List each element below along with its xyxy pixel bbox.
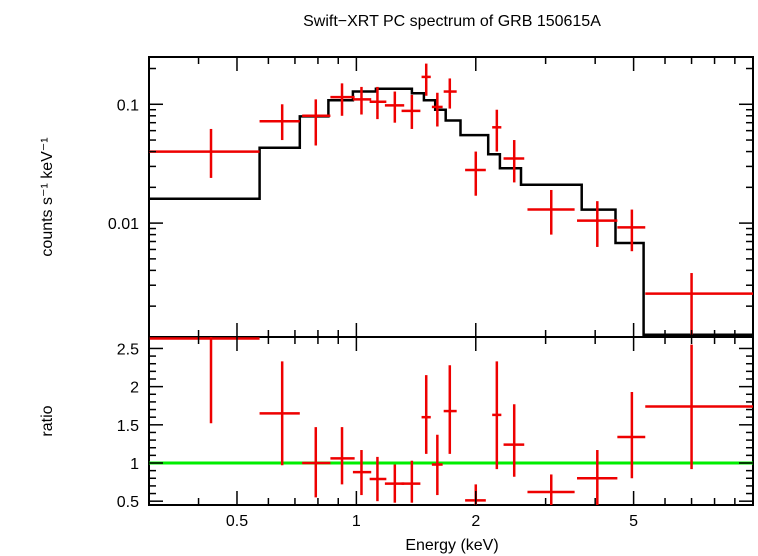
ratio-y-axis-label: ratio — [39, 405, 56, 436]
spectrum-point-15 — [577, 201, 618, 247]
ratio-point-13 — [503, 404, 525, 477]
spectrum-point-7 — [401, 94, 421, 129]
ratio-point-2 — [302, 427, 331, 498]
chart-title: Swift−XRT PC spectrum of GRB 150615A — [303, 13, 601, 30]
ratio-point-10 — [443, 365, 457, 454]
spectrum-point-4 — [352, 86, 372, 115]
ratio-point-17 — [645, 344, 753, 470]
spectrum-point-2 — [302, 99, 331, 146]
spectrum-point-9 — [431, 92, 443, 127]
spectrum-y-tick-label: 0.01 — [108, 216, 139, 233]
ratio-data-points — [149, 337, 753, 505]
x-tick-label: 5 — [629, 513, 638, 530]
model-step-curve — [149, 87, 753, 336]
spectrum-point-11 — [465, 151, 486, 196]
x-tick-label: 0.5 — [226, 513, 248, 530]
x-axis-label: Energy (keV) — [405, 537, 498, 554]
spectrum-point-5 — [369, 86, 387, 120]
ratio-point-12 — [492, 361, 502, 470]
ratio-point-16 — [617, 391, 646, 479]
ratio-point-0 — [149, 337, 260, 424]
ratio-y-tick-label: 1 — [130, 456, 139, 473]
spectrum-y-tick-label: 0.1 — [117, 97, 139, 114]
ratio-point-9 — [431, 434, 443, 496]
spectrum-point-6 — [384, 91, 405, 123]
x-tick-label: 2 — [471, 513, 480, 530]
spectrum-point-3 — [330, 83, 355, 116]
spectrum-point-14 — [527, 189, 575, 235]
x-tick-label: 1 — [352, 513, 361, 530]
spectrum-point-13 — [503, 140, 525, 183]
ratio-point-5 — [369, 456, 387, 502]
ratio-panel: 0.5 1 2 5 0.5 1 1.5 2 2.5 ratio Energy (keV) — [39, 336, 754, 554]
ratio-y-tick-label: 0.5 — [117, 494, 139, 511]
spectrum-panel: 0.1 0.01 counts s⁻¹ keV⁻¹ — [39, 56, 754, 338]
ratio-point-6 — [384, 464, 405, 503]
ratio-y-tick-label: 2.5 — [117, 341, 139, 358]
spectrum-point-1 — [259, 104, 300, 141]
ratio-point-14 — [527, 474, 575, 505]
spectrum-point-16 — [617, 209, 646, 252]
ratio-point-4 — [352, 450, 372, 496]
ratio-y-tick-label: 2 — [130, 380, 139, 397]
spectrum-point-10 — [443, 78, 457, 109]
model-step-path — [149, 87, 753, 336]
spectrum-data-points — [149, 63, 753, 335]
ratio-axis-ticks: 0.5 1 2 5 0.5 1 1.5 2 2.5 — [117, 337, 753, 530]
spectrum-point-12 — [492, 109, 502, 152]
spectrum-y-axis-label: counts s⁻¹ keV⁻¹ — [39, 137, 56, 256]
ratio-point-7 — [401, 460, 421, 503]
ratio-point-15 — [577, 450, 618, 505]
spectrum-axis-ticks: 0.1 0.01 — [108, 57, 753, 337]
ratio-y-tick-label: 1.5 — [117, 418, 139, 435]
ratio-panel-frame — [148, 336, 754, 506]
spectrum-point-17 — [645, 273, 753, 335]
spectrum-point-8 — [421, 63, 431, 96]
spectrum-point-0 — [149, 128, 260, 178]
ratio-point-1 — [259, 361, 300, 466]
ratio-point-3 — [330, 427, 355, 485]
ratio-point-8 — [421, 375, 431, 454]
